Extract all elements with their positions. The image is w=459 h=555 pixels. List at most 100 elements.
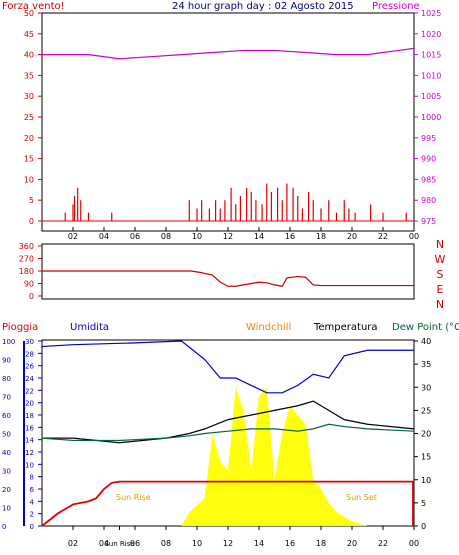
right-tick-label: 980 xyxy=(421,196,436,205)
compass-label: E xyxy=(437,283,444,296)
right-tick-label: 1025 xyxy=(421,9,441,18)
x-tick-label: 20 xyxy=(347,539,357,548)
rain-line xyxy=(41,480,414,527)
x-tick-label: 20 xyxy=(347,232,357,241)
x-tick-label: 06 xyxy=(130,232,140,241)
legend-rain: Pioggia xyxy=(2,322,38,333)
rain-tick-label: 4 xyxy=(30,498,35,506)
dir-tick-label: 180 xyxy=(19,267,34,276)
x-tick-label: 06 xyxy=(130,539,140,548)
legend-humidity: Umidita xyxy=(70,322,109,333)
right-tick-label: 40 xyxy=(421,337,431,346)
x-tick-label: 22 xyxy=(378,539,388,548)
humidity-tick-label: 10 xyxy=(2,505,11,513)
x-tick-label: 00 xyxy=(409,539,419,548)
legend-dewpoint: Dew Point (°C xyxy=(392,322,459,333)
top-right-title: Pressione xyxy=(372,1,420,12)
right-tick-label: 10 xyxy=(421,476,431,485)
dir-tick-label: 0 xyxy=(29,292,34,301)
solar-area xyxy=(42,387,414,526)
humidity-tick-label: 80 xyxy=(2,375,11,383)
x-tick-label: 18 xyxy=(316,539,326,548)
wind-pressure-plot-frame xyxy=(41,12,415,232)
x-tick-label: 14 xyxy=(254,539,264,548)
x-tick-label: 08 xyxy=(161,539,171,548)
x-tick-label: 16 xyxy=(285,232,295,241)
x-tick-label: 02 xyxy=(68,539,78,548)
legend-temperature: Temperatura xyxy=(313,322,378,333)
left-tick-label: 50 xyxy=(24,9,34,18)
x-tick-label: 04 xyxy=(99,539,109,548)
left-tick-label: 25 xyxy=(24,113,34,122)
x-tick-label: 22 xyxy=(378,232,388,241)
rain-tick-label: 28 xyxy=(25,350,34,358)
pressure-line xyxy=(42,47,415,60)
top-left-title: Forza vento! xyxy=(2,1,65,12)
dir-tick-label: 270 xyxy=(19,255,34,264)
right-tick-label: 35 xyxy=(421,360,431,369)
left-tick-label: 35 xyxy=(24,71,34,80)
humidity-tick-label: 90 xyxy=(2,357,11,365)
left-tick-label: 5 xyxy=(29,196,34,205)
rain-tick-label: 16 xyxy=(25,424,34,432)
right-tick-label: 990 xyxy=(421,155,436,164)
temperature-line xyxy=(42,400,415,444)
rain-tick-label: 20 xyxy=(25,400,34,408)
left-tick-label: 30 xyxy=(24,92,34,101)
right-tick-label: 30 xyxy=(421,383,431,392)
dir-tick-label: 90 xyxy=(24,280,34,289)
rain-tick-label: 10 xyxy=(25,461,34,469)
right-tick-label: 1000 xyxy=(421,113,441,122)
right-tick-label: 985 xyxy=(421,175,436,184)
x-tick-label: 00 xyxy=(409,232,419,241)
humidity-tick-label: 40 xyxy=(2,449,11,457)
x-tick-label: 16 xyxy=(285,539,295,548)
rain-tick-label: 0 xyxy=(30,523,34,531)
humidity-tick-label: 100 xyxy=(2,338,15,346)
right-tick-label: 995 xyxy=(421,134,436,143)
x-tick-label: Sun Rise xyxy=(104,540,134,548)
left-tick-label: 20 xyxy=(24,134,34,143)
rain-tick-label: 8 xyxy=(30,474,34,482)
rain-tick-label: 30 xyxy=(25,338,34,346)
right-tick-label: 1010 xyxy=(421,71,441,80)
compass-label: N xyxy=(436,238,444,251)
right-tick-label: 975 xyxy=(421,217,436,226)
right-tick-label: 20 xyxy=(421,430,431,439)
right-tick-label: 1005 xyxy=(421,92,441,101)
humidity-tick-label: 50 xyxy=(2,431,11,439)
rain-tick-label: 14 xyxy=(25,437,34,445)
rain-tick-label: 6 xyxy=(30,486,35,494)
left-tick-label: 0 xyxy=(29,217,34,226)
dir-tick-label: 360 xyxy=(19,242,34,251)
humidity-tick-label: 60 xyxy=(2,412,11,420)
top-center-title: 24 hour graph day : 02 Agosto 2015 xyxy=(172,1,354,12)
right-tick-label: 5 xyxy=(421,499,426,508)
humidity-line xyxy=(41,340,414,394)
left-tick-label: 15 xyxy=(24,155,34,164)
rain-tick-label: 26 xyxy=(25,363,34,371)
wind-direction-chart: 0 90 180 270 360 xyxy=(19,242,414,301)
x-tick-label: 14 xyxy=(254,232,264,241)
left-tick-label: 40 xyxy=(24,51,34,60)
compass-label: W xyxy=(435,253,446,266)
right-tick-label: 1020 xyxy=(421,30,441,39)
x-tick-label: 12 xyxy=(223,232,233,241)
sunset-label: Sun Set xyxy=(346,493,377,502)
rain-tick-label: 18 xyxy=(25,412,34,420)
legend-windchill: Windchill xyxy=(246,322,291,333)
direction-line xyxy=(42,270,414,287)
dewpoint-line xyxy=(41,423,415,442)
x-tick-label: 10 xyxy=(192,232,202,241)
x-tick-label: 10 xyxy=(192,539,202,548)
humidity-tick-label: 0 xyxy=(2,523,6,531)
humidity-tick-label: 20 xyxy=(2,486,11,494)
right-tick-label: 25 xyxy=(421,406,431,415)
rain-humidity-temp-chart: 0102030405060708090100024681012141618202… xyxy=(2,337,431,548)
right-tick-label: 15 xyxy=(421,453,431,462)
rain-tick-label: 24 xyxy=(25,375,34,383)
rain-tick-label: 2 xyxy=(30,511,34,519)
